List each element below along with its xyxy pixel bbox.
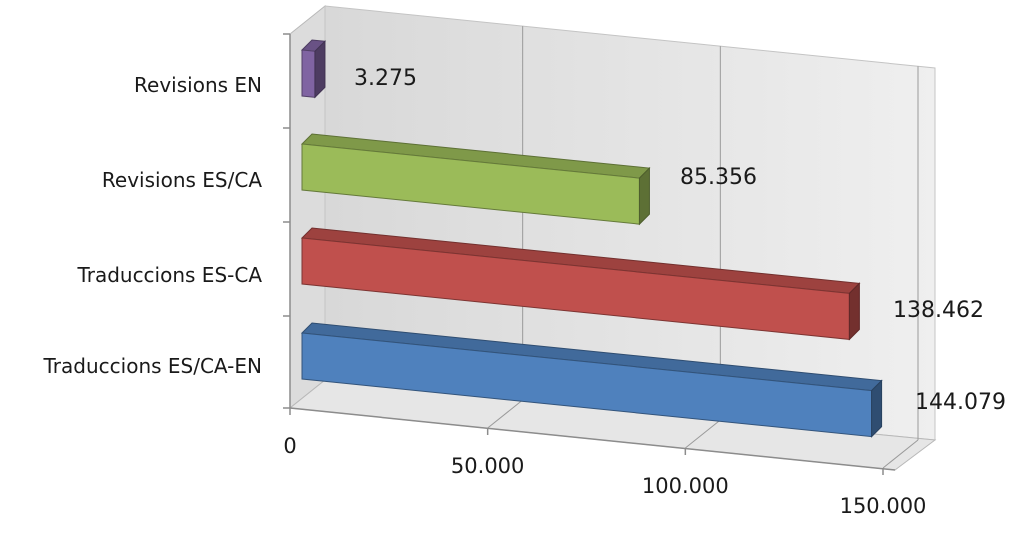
bar-end-face <box>638 166 650 226</box>
value-label: 85.356 <box>680 165 757 190</box>
bar <box>300 133 651 226</box>
floor-gridline <box>882 439 919 469</box>
gridlines <box>487 26 919 469</box>
x-tick-label: 100.000 <box>642 474 729 498</box>
bar <box>300 227 861 341</box>
bar-front-face <box>301 49 316 98</box>
category-labels: Revisions EN Revisions ES/CA Traduccions E… <box>43 73 263 378</box>
y-axis-ticks <box>283 33 290 409</box>
value-label: 138.462 <box>893 298 984 323</box>
x-tick-label: 0 <box>283 434 296 458</box>
x-tick-label: 50.000 <box>451 454 524 478</box>
floor-gridline <box>685 419 721 449</box>
x-tick-labels: 0 50.000 100.000 150.000 <box>283 434 926 518</box>
bar <box>300 322 883 438</box>
value-label: 3.275 <box>354 66 417 91</box>
bars <box>300 39 883 438</box>
category-label: Revisions ES/CA <box>102 168 262 192</box>
bar <box>300 39 327 99</box>
bar-end-face <box>848 282 860 341</box>
x-axis-ticks <box>289 408 884 475</box>
x-tick-label: 150.000 <box>840 494 927 518</box>
x-axis-line <box>289 407 896 471</box>
value-label: 144.079 <box>915 390 1006 415</box>
category-label: Revisions EN <box>134 73 262 97</box>
category-label: Traduccions ES-CA <box>76 263 262 287</box>
bar-end-face <box>314 40 326 99</box>
category-label: Traduccions ES/CA-EN <box>43 354 262 378</box>
bar-end-face <box>871 379 883 438</box>
floor-gridline <box>487 399 523 429</box>
value-labels: 3.275 85.356 138.462 144.079 <box>354 66 1006 415</box>
